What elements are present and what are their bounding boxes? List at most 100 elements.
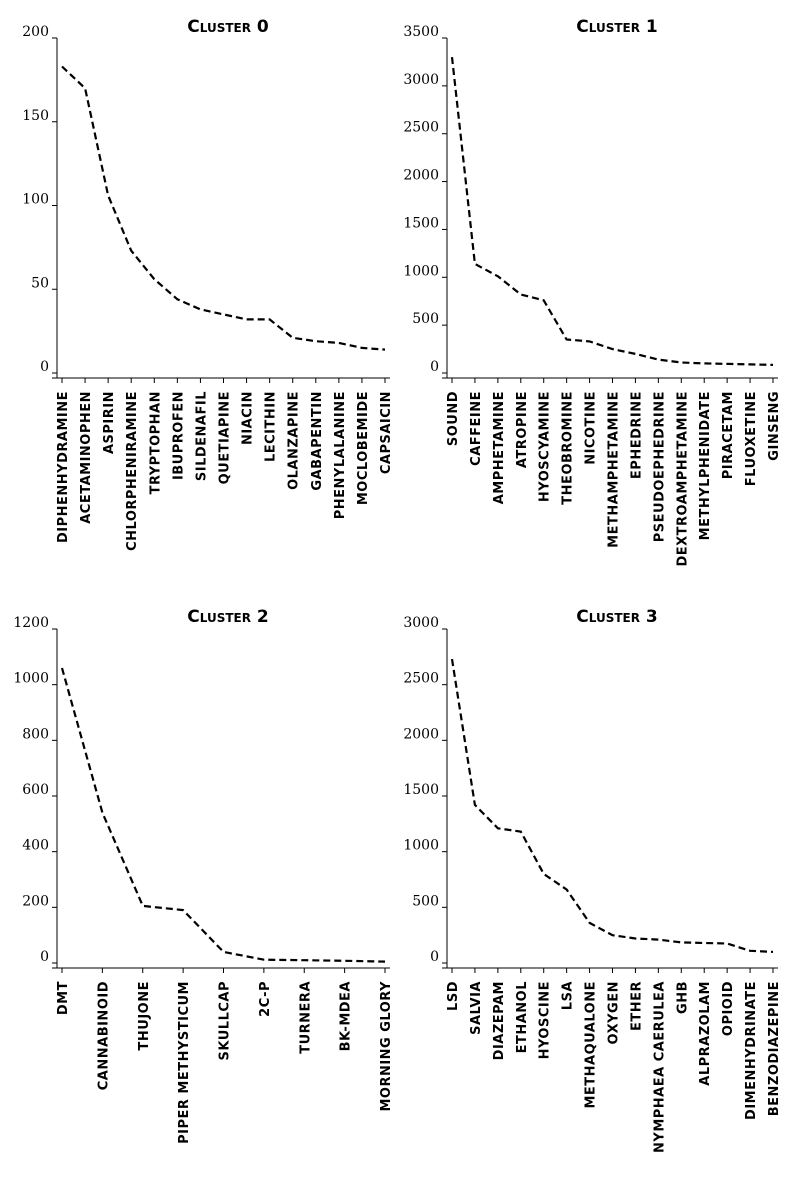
data-point: [83, 86, 87, 90]
x-tick-label: LSD: [446, 981, 461, 1011]
data-point: [383, 348, 387, 352]
data-point: [565, 888, 569, 892]
y-tick-label: 1000: [403, 838, 439, 854]
data-point: [360, 346, 364, 350]
data-point: [129, 249, 133, 253]
data-point: [337, 341, 341, 345]
y-tick-label: 2000: [403, 168, 439, 184]
x-tick-label: MORNING GLORY: [379, 981, 394, 1112]
x-tick-label: MOCLOBEMIDE: [356, 391, 371, 505]
chart-panel-1: Cluster 1 0 500 1000 1500 2000 2500 3000 3500 SOU…: [403, 17, 782, 567]
x-tick-label: OLANZAPINE: [287, 391, 302, 490]
y-tick-label: 0: [40, 949, 49, 965]
data-point: [181, 908, 185, 912]
x-tick-label: ALPRAZOLAM: [698, 981, 713, 1086]
series-line: [60, 667, 386, 963]
x-tick-label: PIRACETAM: [721, 391, 736, 479]
data-point: [198, 307, 202, 311]
data-point: [302, 958, 306, 962]
y-tick-label: 0: [430, 949, 439, 965]
data-point: [611, 347, 615, 351]
data-point: [60, 64, 64, 68]
y-tick-label: 800: [22, 726, 49, 742]
data-point: [222, 950, 226, 954]
x-tick-label: 2C-P: [258, 981, 273, 1017]
data-point: [222, 312, 226, 316]
y-tick-label: 0: [430, 359, 439, 375]
data-point: [175, 297, 179, 301]
x-tick-label: NIACIN: [241, 391, 256, 445]
x-tick-label: CANNABINOID: [96, 981, 111, 1090]
x-tick-label: SOUND: [446, 391, 461, 446]
data-point: [496, 274, 500, 278]
chart-panel-3: Cluster 3 0 500 1000 1500 2000 2500 3000 LSD SALV…: [403, 607, 782, 1153]
data-point: [679, 360, 683, 364]
chart-panel-2: Cluster 2 0 200 400 600 800 1000 1200 DMT CANNABI…: [13, 607, 394, 1144]
y-tick-label: 1000: [13, 671, 49, 687]
chart-title: Cluster 0: [187, 17, 269, 37]
data-point: [702, 361, 706, 365]
x-tick-label: PIPER METHYSTICUM: [177, 981, 192, 1144]
data-point: [383, 960, 387, 964]
y-tick-label: 1500: [403, 782, 439, 798]
x-tick-label: LECITHIN: [264, 391, 279, 462]
x-tick-label: BENZODIAZEPINE: [767, 981, 782, 1116]
x-tick-label: IBUPROFEN: [171, 391, 186, 480]
x-tick-label: TURNERA: [298, 981, 313, 1054]
chart-panel-0: Cluster 0 0 50 100 150 200 DIPHENHYDRAMINE ACET…: [22, 17, 394, 551]
x-tick-label: BK-MDEA: [339, 981, 354, 1051]
y-tick-label: 400: [22, 838, 49, 854]
data-point: [748, 949, 752, 953]
x-tick-label: THUJONE: [137, 981, 152, 1050]
x-tick-label: HYOSCYAMINE: [538, 391, 553, 502]
data-point: [291, 336, 295, 340]
x-tick-label: OXYGEN: [607, 981, 622, 1044]
y-tick-label: 50: [31, 275, 49, 291]
data-point: [473, 803, 477, 807]
y-tick-label: 1200: [13, 615, 49, 631]
x-tick-label: ATROPINE: [515, 391, 530, 468]
data-point: [268, 317, 272, 321]
x-tick-label: SALVIA: [469, 981, 484, 1035]
data-point: [611, 933, 615, 937]
y-tick-label: 500: [412, 311, 439, 327]
data-point: [725, 362, 729, 366]
y-tick-label: 0: [40, 359, 49, 375]
y-tick-label: 3000: [403, 72, 439, 88]
x-tick-label: PHENYLALANINE: [333, 391, 348, 519]
series-line: [61, 65, 386, 351]
y-tick-label: 500: [412, 893, 439, 909]
data-point: [633, 937, 637, 941]
x-tick-label: METHAMPHETAMINE: [607, 391, 622, 548]
x-tick-label: TRYPTOPHAN: [148, 391, 163, 494]
x-tick-label: HYOSCINE: [538, 981, 553, 1059]
y-tick-label: 2500: [403, 671, 439, 687]
x-tick-label: FLUOXETINE: [744, 391, 759, 486]
series-line: [450, 658, 774, 953]
data-point: [725, 942, 729, 946]
x-tick-label: QUETIAPINE: [218, 391, 233, 484]
data-point: [542, 298, 546, 302]
y-tick-label: 600: [22, 782, 49, 798]
data-point: [262, 958, 266, 962]
data-point: [450, 657, 454, 661]
x-tick-label: CHLORPHENIRAMINE: [125, 391, 140, 551]
x-tick-label: SILDENAFIL: [194, 391, 209, 481]
y-tick-label: 200: [22, 893, 49, 909]
x-tick-label: METHAQUALONE: [584, 981, 599, 1109]
x-tick-label: GINSENG: [767, 391, 782, 461]
x-tick-label: NYMPHAEA CAERULEA: [652, 981, 667, 1153]
x-tick-label: LSA: [561, 981, 576, 1010]
y-tick-label: 1500: [403, 215, 439, 231]
x-tick-label: ACETAMINOPHEN: [79, 391, 94, 524]
y-tick-label: 2000: [403, 726, 439, 742]
x-tick-label: ASPIRIN: [102, 391, 117, 454]
data-point: [656, 938, 660, 942]
x-tick-label: DMT: [56, 981, 71, 1015]
data-point: [771, 363, 775, 367]
y-tick-label: 100: [22, 192, 49, 208]
data-point: [496, 826, 500, 830]
data-point: [152, 277, 156, 281]
x-tick-label: EPHEDRINE: [629, 391, 644, 479]
